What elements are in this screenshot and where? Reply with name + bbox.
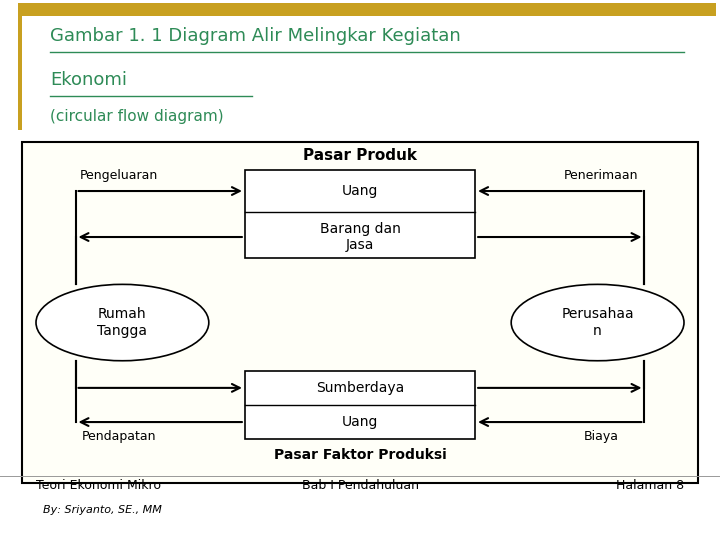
- Text: Perusahaa
n: Perusahaa n: [562, 307, 634, 338]
- Text: Barang dan
Jasa: Barang dan Jasa: [320, 222, 400, 252]
- Text: Pendapatan: Pendapatan: [81, 430, 156, 443]
- Text: Teori Ekonomi Mikro: Teori Ekonomi Mikro: [36, 479, 161, 492]
- Bar: [245, 170, 475, 258]
- Bar: [18, 3, 716, 16]
- Text: Pasar Produk: Pasar Produk: [303, 148, 417, 163]
- Bar: [245, 371, 475, 439]
- Text: Sumberdaya: Sumberdaya: [316, 381, 404, 395]
- Text: Uang: Uang: [342, 415, 378, 429]
- Text: (circular flow diagram): (circular flow diagram): [50, 109, 224, 124]
- Text: Bab I Pendahuluan: Bab I Pendahuluan: [302, 479, 418, 492]
- Text: Halaman 8: Halaman 8: [616, 479, 684, 492]
- Text: Pasar Faktor Produksi: Pasar Faktor Produksi: [274, 448, 446, 462]
- Text: By: Sriyanto, SE., MM: By: Sriyanto, SE., MM: [43, 505, 162, 515]
- Text: Penerimaan: Penerimaan: [564, 169, 639, 182]
- Text: Uang: Uang: [342, 184, 378, 198]
- Text: Pengeluaran: Pengeluaran: [80, 169, 158, 182]
- Text: Biaya: Biaya: [584, 430, 618, 443]
- Ellipse shape: [511, 285, 684, 361]
- Text: Gambar 1. 1 Diagram Alir Melingkar Kegiatan: Gambar 1. 1 Diagram Alir Melingkar Kegia…: [50, 28, 461, 45]
- Ellipse shape: [36, 285, 209, 361]
- Text: Ekonomi: Ekonomi: [50, 71, 127, 89]
- Bar: [18, 3, 22, 130]
- Text: Rumah
Tangga: Rumah Tangga: [97, 307, 148, 338]
